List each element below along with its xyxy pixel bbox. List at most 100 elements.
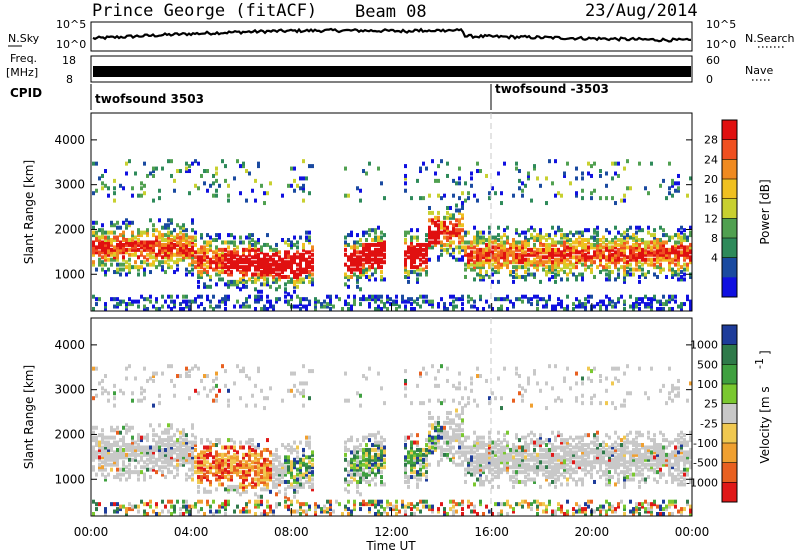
velocity-cell: [146, 438, 149, 443]
power-cell: [359, 262, 362, 267]
velocity-cell: [122, 450, 125, 455]
velocity-cell: [152, 378, 155, 383]
velocity-cell: [545, 465, 548, 470]
power-cell: [128, 252, 131, 257]
power-cell: [485, 257, 488, 262]
velocity-cell: [425, 465, 428, 470]
power-cell: [512, 304, 515, 309]
velocity-cell: [551, 452, 554, 457]
velocity-cell: [203, 467, 206, 472]
velocity-cell: [446, 455, 449, 460]
power-cell: [359, 274, 362, 279]
power-cell: [566, 245, 569, 250]
velocity-cell: [389, 507, 392, 512]
power-cell: [533, 272, 536, 277]
power-cell: [614, 265, 617, 270]
power-cell: [530, 235, 533, 240]
power-cell: [428, 225, 431, 230]
power-cell: [164, 270, 167, 275]
power-cell: [125, 304, 128, 309]
power-cell: [557, 252, 560, 257]
power-cell: [221, 270, 224, 275]
velocity-cell: [134, 470, 137, 475]
velocity-cell: [533, 462, 536, 467]
velocity-cell: [248, 462, 251, 467]
power-cell: [458, 176, 461, 181]
velocity-cell: [182, 499, 185, 504]
velocity-cell: [176, 428, 179, 433]
power-cell: [560, 267, 563, 272]
velocity-cell: [227, 403, 230, 408]
power-cell: [563, 235, 566, 240]
power-cell: [518, 255, 521, 260]
power-cell: [599, 262, 602, 267]
velocity-cell: [224, 475, 227, 480]
velocity-cell: [209, 470, 212, 475]
velocity-cell: [302, 482, 305, 487]
power-cell: [257, 274, 260, 279]
velocity-cell: [305, 479, 308, 484]
power-cell: [608, 299, 611, 304]
power-cell: [257, 294, 260, 299]
power-cell: [680, 242, 683, 247]
power-cell: [479, 247, 482, 252]
power-cell: [575, 250, 578, 255]
velocity-cell: [455, 502, 458, 507]
velocity-cell: [197, 479, 200, 484]
power-cell: [464, 181, 467, 186]
power-cell: [362, 265, 365, 270]
power-cell: [530, 272, 533, 277]
power-cell: [263, 304, 266, 309]
velocity-cell: [269, 477, 272, 482]
cpid-text-2: twofsound -3503: [495, 82, 609, 96]
velocity-cell: [311, 477, 314, 482]
power-cell: [524, 262, 527, 267]
velocity-cell: [101, 386, 104, 391]
power-cell: [614, 242, 617, 247]
power-cell: [380, 235, 383, 240]
power-cell: [659, 240, 662, 245]
power-cell: [458, 181, 461, 186]
power-cell: [611, 196, 614, 201]
power-cell: [335, 294, 338, 299]
velocity-cell: [212, 386, 215, 391]
velocity-cell: [152, 403, 155, 408]
power-cell: [563, 242, 566, 247]
power-cell: [119, 225, 122, 230]
velocity-cell: [509, 475, 512, 480]
power-cell: [539, 262, 542, 267]
velocity-cell: [182, 450, 185, 455]
power-cell: [218, 235, 221, 240]
power-cell: [245, 260, 248, 265]
velocity-cell: [440, 450, 443, 455]
power-cell: [503, 262, 506, 267]
power-cell: [263, 201, 266, 206]
velocity-cell: [533, 455, 536, 460]
power-cell: [581, 252, 584, 257]
power-cell: [116, 304, 119, 309]
velocity-cell: [419, 447, 422, 452]
power-cell: [380, 307, 383, 311]
velocity-cell: [413, 440, 416, 445]
power-cell: [305, 235, 308, 240]
power-cell: [125, 302, 128, 307]
power-cell: [464, 233, 467, 238]
velocity-cell: [275, 465, 278, 470]
velocity-cell: [380, 475, 383, 480]
velocity-cell: [323, 509, 326, 514]
power-cell: [494, 297, 497, 302]
power-cell: [470, 183, 473, 188]
power-cell: [251, 242, 254, 247]
power-cell: [449, 235, 452, 240]
power-cell: [365, 252, 368, 257]
velocity-cell: [473, 504, 476, 509]
power-cell: [512, 257, 515, 262]
velocity-cell: [317, 504, 320, 509]
power-cell: [605, 265, 608, 270]
velocity-cell: [224, 467, 227, 472]
velocity-cell: [116, 460, 119, 465]
power-cell: [659, 238, 662, 243]
power-cell: [140, 245, 143, 250]
power-cell: [359, 272, 362, 277]
velocity-cell: [452, 428, 455, 433]
